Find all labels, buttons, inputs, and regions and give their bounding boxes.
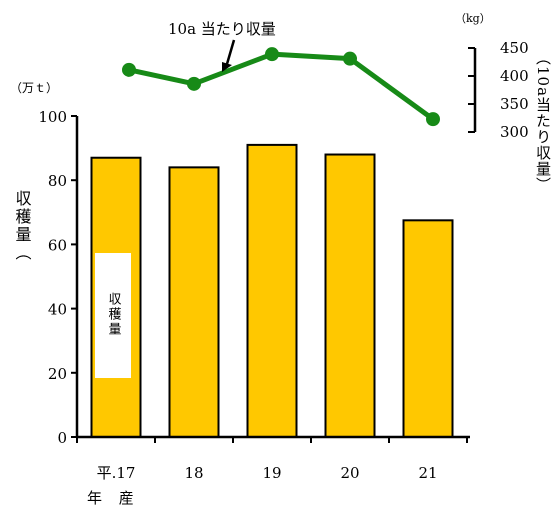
left-tick-label-0: 0 [57, 429, 67, 447]
right-axis-unit: （kg） [455, 12, 491, 25]
x-tick-label-2: 19 [262, 464, 281, 482]
yield-point-3 [343, 51, 357, 66]
left-axis-unit: （万ｔ） [10, 81, 58, 95]
right-tick-label-0: 300 [500, 123, 529, 141]
left-tick-label-4: 80 [48, 172, 67, 190]
right-tick-label-1: 350 [500, 95, 529, 113]
right-axis: 300 350 400 450 [468, 39, 529, 141]
bar-3 [324, 153, 376, 439]
yield-line [128, 51, 435, 122]
legend-box [95, 253, 131, 378]
bar-1 [168, 166, 220, 439]
callout-arrow-shaft [225, 39, 236, 65]
left-tick-label-2: 40 [48, 301, 67, 319]
line-series [122, 47, 440, 127]
yield-point-1 [187, 76, 201, 91]
yield-point-2 [265, 47, 279, 62]
right-tick-label-3: 450 [500, 39, 529, 57]
line-series-callout: 10a 当たり収量 [168, 20, 276, 38]
yield-point-4 [426, 112, 440, 127]
left-tick-label-1: 20 [48, 365, 67, 383]
x-tick-label-0: 平.17 [97, 464, 136, 482]
left-tick-label-5: 100 [38, 108, 67, 126]
x-tick-label-1: 18 [184, 464, 203, 482]
bar-group [90, 143, 454, 439]
right-tick-label-2: 400 [500, 67, 529, 85]
x-axis-year-suffix: 年 産 [87, 489, 140, 506]
yield-point-0 [122, 62, 136, 77]
x-axis: 平.17 18 19 20 21 [76, 435, 470, 482]
right-axis-title: （10a当たり収量） [534, 50, 552, 193]
left-tick-label-3: 60 [48, 236, 67, 254]
x-tick-label-3: 20 [340, 464, 359, 482]
bar-2 [246, 143, 298, 438]
callout-arrow-head [222, 62, 232, 72]
left-axis: 0 20 40 60 80 100 [38, 108, 79, 447]
legend-label: 収穫量 [106, 292, 122, 337]
x-tick-label-4: 21 [418, 464, 437, 482]
left-axis-title: 収穫量（ [13, 190, 32, 262]
bar-4 [402, 219, 454, 438]
